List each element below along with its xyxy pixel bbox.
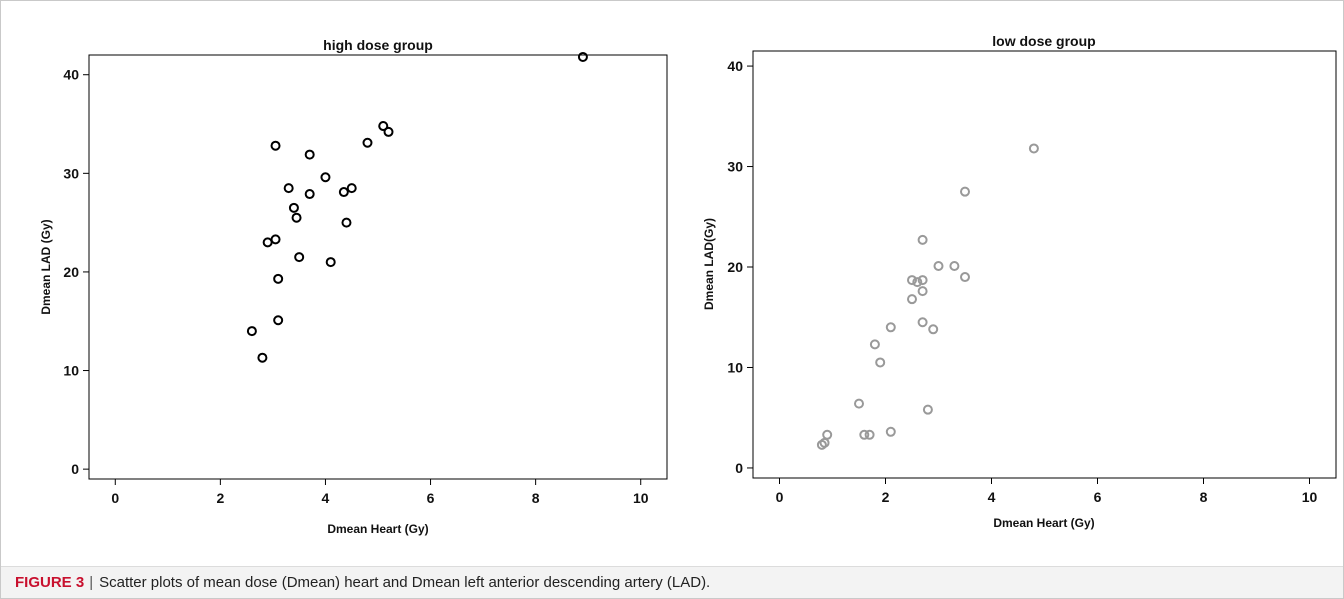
plot-title: high dose group	[323, 37, 433, 53]
x-axis-ticks: 0 2 4 6 8 10	[111, 479, 649, 506]
data-point	[288, 202, 299, 213]
data-point	[273, 273, 284, 284]
data-point	[338, 187, 349, 198]
data-point	[257, 352, 268, 363]
x-tick-label: 4	[322, 490, 330, 506]
data-point	[885, 426, 896, 437]
data-point	[383, 126, 394, 137]
data-point	[362, 137, 373, 148]
data-point	[854, 398, 864, 409]
y-axis-label: Dmean LAD (Gy)	[39, 219, 53, 314]
y-tick-label: 40	[63, 67, 79, 83]
data-point	[885, 322, 896, 333]
data-point	[577, 51, 588, 62]
y-tick-label: 10	[63, 363, 79, 379]
plot-frame	[88, 54, 668, 480]
x-tick-label: 8	[1200, 489, 1208, 505]
data-point	[320, 172, 331, 183]
data-point	[933, 261, 944, 272]
data-point	[291, 212, 302, 223]
data-point	[912, 277, 923, 288]
data-point	[917, 275, 928, 286]
x-tick-label: 10	[633, 490, 649, 506]
data-point	[325, 257, 336, 268]
data-point	[304, 189, 315, 200]
y-axis-ticks: 0 10 20 30 40	[727, 58, 753, 476]
data-point	[907, 294, 917, 305]
caption-text: Scatter plots of mean dose (Dmean) heart…	[99, 574, 711, 591]
data-point	[928, 324, 939, 335]
x-tick-label: 10	[1302, 489, 1318, 505]
data-points	[816, 143, 1039, 450]
x-axis-label: Dmean Heart (Gy)	[993, 516, 1094, 530]
y-axis-label: Dmean LAD(Gy)	[702, 218, 716, 310]
data-point	[270, 140, 281, 151]
y-tick-label: 10	[727, 359, 743, 375]
data-point	[378, 120, 389, 131]
x-tick-label: 0	[776, 489, 784, 505]
scatter-plot-high-dose: high dose group Dmean Heart (Gy) Dmean L…	[39, 37, 668, 536]
data-point	[273, 315, 284, 326]
data-point	[341, 217, 352, 228]
data-point	[917, 317, 928, 328]
caption-separator: |	[89, 574, 94, 591]
data-point	[960, 186, 970, 197]
data-point	[907, 275, 917, 286]
data-point	[246, 326, 257, 337]
y-tick-label: 20	[727, 259, 743, 275]
x-tick-label: 4	[988, 489, 996, 505]
data-point	[822, 429, 833, 440]
data-point	[864, 429, 875, 440]
y-tick-label: 0	[735, 460, 743, 476]
data-point	[917, 234, 928, 245]
data-point	[949, 261, 960, 272]
figure-caption: FIGURE 3 | Scatter plots of mean dose (D…	[1, 566, 1343, 598]
scatter-plot-low-dose: low dose group Dmean Heart (Gy) Dmean LA…	[702, 33, 1337, 530]
figure-label: FIGURE 3	[15, 574, 85, 591]
y-tick-label: 40	[727, 58, 743, 74]
data-point	[262, 237, 273, 248]
plot-title: low dose group	[992, 33, 1095, 49]
data-point	[875, 357, 886, 368]
x-tick-label: 6	[427, 490, 435, 506]
data-point	[917, 286, 928, 297]
data-point	[960, 272, 970, 283]
y-tick-label: 20	[63, 264, 79, 280]
x-axis-ticks: 0 2 4 6 8 10	[776, 478, 1318, 505]
y-tick-label: 0	[71, 461, 79, 477]
data-point	[346, 183, 357, 194]
data-point	[304, 149, 315, 160]
data-point	[859, 429, 870, 440]
data-point	[270, 234, 281, 245]
data-points	[246, 51, 588, 363]
data-point	[294, 252, 305, 263]
x-axis-label: Dmean Heart (Gy)	[327, 522, 428, 536]
y-tick-label: 30	[63, 165, 79, 181]
data-point	[283, 183, 294, 194]
x-tick-label: 2	[216, 490, 224, 506]
x-tick-label: 0	[111, 490, 119, 506]
y-axis-ticks: 0 10 20 30 40	[63, 67, 89, 477]
data-point	[869, 339, 880, 350]
data-point	[1028, 143, 1039, 154]
plot-frame	[752, 50, 1337, 479]
x-tick-label: 8	[532, 490, 540, 506]
x-tick-label: 6	[1094, 489, 1102, 505]
data-point	[922, 404, 933, 415]
x-tick-label: 2	[882, 489, 890, 505]
y-tick-label: 30	[727, 159, 743, 175]
